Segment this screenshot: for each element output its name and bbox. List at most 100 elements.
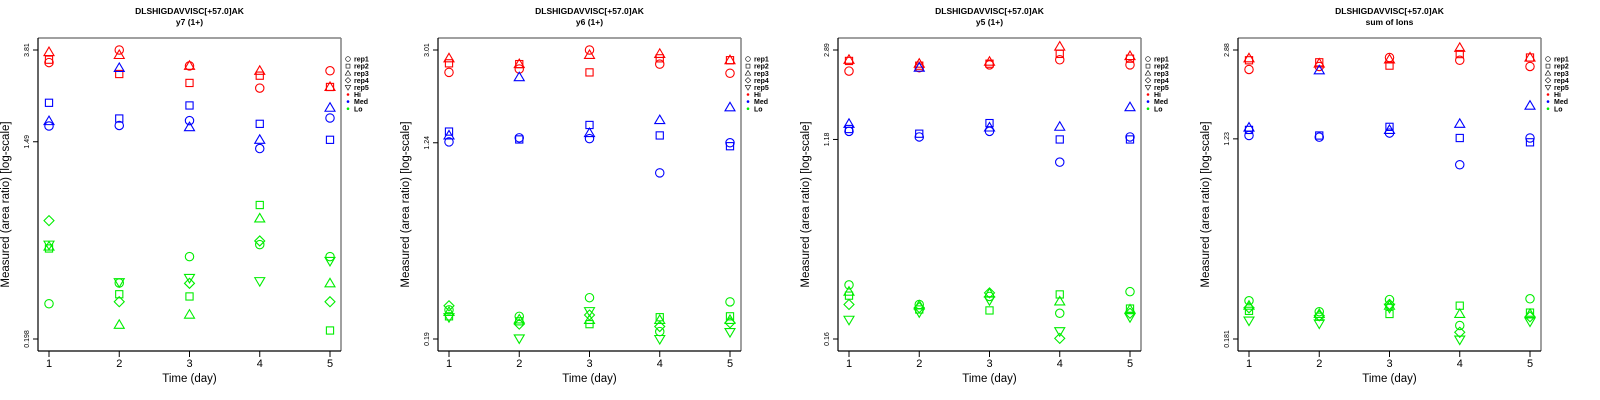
x-tick-label: 2 (1316, 358, 1322, 370)
legend-item-med: Med (746, 99, 768, 106)
data-point-hi-rep3 (1243, 52, 1255, 63)
data-point-hi-rep1 (1125, 60, 1135, 70)
y-tick-label: 1.18 (824, 133, 831, 147)
data-point-med-rep3 (43, 115, 55, 126)
data-point-lo-rep5 (583, 307, 596, 318)
legend-item-rep1: rep1 (345, 56, 369, 64)
data-point-hi-rep2 (1455, 49, 1464, 59)
x-axis-label: Time (day) (162, 373, 217, 385)
data-point-lo-rep4 (324, 295, 336, 308)
data-point-lo-rep1 (1314, 306, 1325, 317)
x-axis-label: Time (day) (1362, 373, 1417, 385)
data-point-lo-rep5 (1124, 313, 1136, 324)
x-tick-label: 3 (1386, 358, 1392, 370)
x-tick-label: 3 (986, 358, 992, 370)
legend-label: Lo (754, 106, 763, 113)
data-point-lo-rep5 (183, 273, 196, 284)
legend-dot-icon (746, 93, 750, 96)
data-point-med-rep2 (444, 127, 454, 136)
data-point-lo-rep4 (513, 318, 526, 330)
legend-rep3-icon (1544, 69, 1552, 76)
legend-item-rep3: rep3 (1144, 69, 1169, 78)
data-point-hi-rep3 (1453, 41, 1466, 52)
legend-rep1-icon (345, 56, 351, 62)
data-point-med-rep3 (1313, 64, 1326, 75)
data-point-lo-rep3 (583, 313, 596, 324)
legend-rep1-icon (1545, 56, 1551, 62)
data-point-med-rep1 (844, 126, 854, 137)
data-point-lo-rep3 (513, 313, 526, 324)
data-point-lo-rep4 (843, 298, 855, 311)
data-point-hi-rep2 (185, 78, 194, 88)
data-point-med-rep1 (184, 115, 195, 126)
legend-rep2-icon (745, 63, 751, 69)
legend-rep2-icon (1545, 63, 1551, 69)
legend-rep4-icon (344, 77, 352, 84)
legend-item-med: Med (346, 99, 368, 106)
data-point-hi-rep1 (725, 68, 735, 79)
legend-item-hi: Hi (1146, 92, 1161, 99)
data-point-lo-rep1 (1525, 294, 1535, 304)
data-point-lo-rep1 (1244, 296, 1254, 306)
legend-label: Lo (1554, 106, 1563, 113)
data-point-med-rep1 (584, 133, 595, 144)
legend-item-rep2: rep2 (745, 63, 769, 71)
data-point-lo-rep4 (1243, 302, 1255, 314)
data-point-hi-rep3 (1383, 53, 1396, 64)
legend-dot-icon (1146, 100, 1150, 103)
legend-label: rep4 (754, 78, 769, 85)
data-point-lo-rep3 (253, 212, 266, 223)
x-tick-label: 5 (727, 358, 733, 370)
data-point-lo-rep3 (443, 305, 455, 317)
data-point-lo-rep5 (843, 315, 855, 326)
legend-rep1-icon (745, 56, 751, 62)
legend-rep5-icon (744, 85, 752, 91)
legend-item-hi: Hi (1546, 92, 1561, 99)
data-point-lo-rep5 (113, 278, 126, 289)
data-point-lo-rep4 (1383, 298, 1396, 311)
x-tick-label: 4 (1057, 358, 1063, 370)
data-point-lo-rep5 (913, 308, 926, 319)
legend-label: rep5 (354, 85, 369, 92)
data-point-lo-rep3 (324, 277, 336, 288)
chart-subtitle: y6 (1+) (576, 17, 603, 27)
data-point-med-rep3 (653, 114, 666, 125)
data-point-lo-rep4 (1053, 332, 1066, 345)
legend-label: rep2 (1554, 64, 1569, 71)
y-tick-label: 3.81 (24, 43, 31, 57)
data-point-lo-rep5 (1243, 316, 1255, 327)
data-point-lo-rep4 (183, 277, 196, 290)
data-point-med-rep2 (655, 131, 664, 140)
legend-label: rep2 (354, 64, 369, 71)
data-point-med-rep2 (1385, 122, 1394, 131)
data-point-lo-rep4 (583, 309, 596, 321)
x-tick-label: 4 (1457, 358, 1463, 370)
y-tick-label: 3.01 (424, 43, 431, 57)
data-point-med-rep1 (1244, 130, 1254, 141)
legend-item-rep2: rep2 (345, 63, 369, 71)
y-axis-label: Measured (area ratio) [log-scale] (0, 121, 12, 287)
data-point-lo-rep4 (653, 320, 666, 333)
legend-label: rep1 (354, 57, 369, 64)
data-point-med-rep2 (844, 124, 854, 134)
data-point-lo-rep1 (514, 311, 525, 322)
legend-item-rep5: rep5 (1544, 85, 1569, 92)
data-point-med-rep3 (843, 117, 855, 128)
data-point-med-rep2 (725, 142, 735, 151)
legend-label: rep3 (754, 71, 769, 78)
legend-item-med: Med (1546, 99, 1568, 106)
data-point-lo-rep5 (43, 240, 55, 251)
data-point-hi-rep1 (655, 59, 665, 69)
data-point-lo-rep5 (1053, 327, 1066, 338)
data-point-med-rep3 (1383, 123, 1396, 134)
legend-rep2-icon (345, 63, 351, 69)
legend-label: rep5 (754, 85, 769, 92)
y-axis-label: Measured (area ratio) [log-scale] (400, 121, 412, 287)
data-point-hi-rep3 (1524, 51, 1536, 62)
chart-title: DLSHIGDAVVISC[+57.0]AK (935, 6, 1045, 16)
data-point-lo-rep5 (1524, 317, 1536, 328)
data-point-hi-rep3 (724, 54, 736, 65)
data-point-med-rep1 (1455, 159, 1465, 170)
data-point-lo-rep1 (1125, 286, 1135, 297)
data-point-hi-rep1 (844, 66, 854, 76)
